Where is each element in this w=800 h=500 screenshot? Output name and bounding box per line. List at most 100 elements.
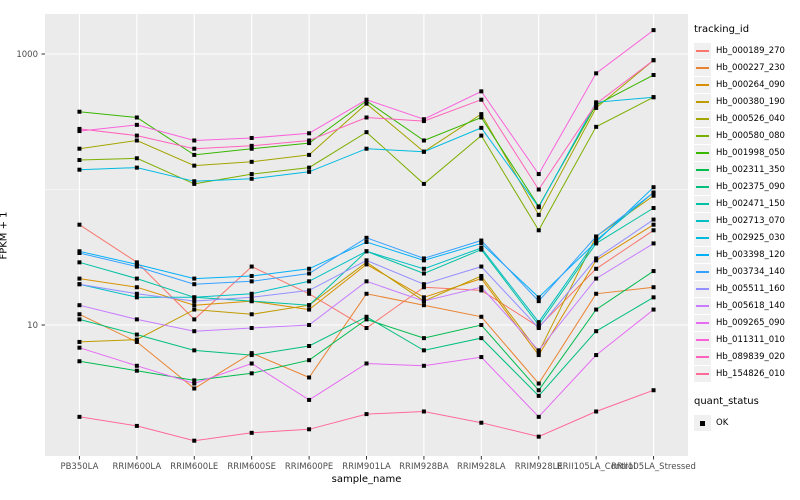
legend-entry-label: Hb_000380_190 <box>716 96 785 107</box>
legend-key <box>694 280 711 297</box>
data-point <box>536 381 541 386</box>
data-point <box>594 353 599 358</box>
legend-entry-label: Hb_002375_090 <box>716 181 785 192</box>
data-point <box>134 115 139 120</box>
data-point <box>192 329 197 334</box>
legend-key <box>694 263 711 280</box>
data-point <box>77 167 82 172</box>
legend-entry-label: Hb_089839_020 <box>716 351 785 362</box>
data-point <box>134 337 139 342</box>
data-point <box>364 130 369 135</box>
data-point <box>421 149 426 154</box>
data-point <box>249 295 254 300</box>
data-point <box>134 260 139 265</box>
data-point <box>77 317 82 322</box>
x-axis-title: sample_name <box>331 474 402 485</box>
data-point <box>364 101 369 106</box>
line-swatch-icon <box>696 49 709 52</box>
line-swatch-icon <box>696 372 709 375</box>
data-point <box>307 271 312 276</box>
legend-quant-status: quant_status OK <box>694 396 800 431</box>
data-point <box>594 291 599 296</box>
data-point <box>421 181 426 186</box>
data-point <box>307 307 312 312</box>
data-point <box>134 165 139 170</box>
line-swatch-icon <box>696 236 709 239</box>
data-point <box>249 264 254 269</box>
data-point <box>249 146 254 151</box>
data-point <box>77 312 82 317</box>
data-point <box>307 141 312 146</box>
line-swatch-icon <box>696 151 709 154</box>
data-point <box>249 279 254 284</box>
data-point <box>77 276 82 281</box>
legend-entry-label: Hb_011311_010 <box>716 334 785 345</box>
legend-entry-label: Hb_001998_050 <box>716 147 785 158</box>
data-point <box>651 241 656 246</box>
line-swatch-icon <box>696 355 709 358</box>
line-swatch-icon <box>696 253 709 256</box>
data-point <box>479 323 484 327</box>
line-swatch-icon <box>696 117 709 120</box>
legend-panel: tracking_id Hb_000189_270 Hb_000227_230 Hb… <box>694 24 800 431</box>
data-point <box>594 234 599 239</box>
data-point <box>364 115 369 120</box>
legend-entry-Hb_000264_090: Hb_000264_090 <box>694 76 800 93</box>
data-point <box>134 339 139 344</box>
data-point <box>421 303 426 308</box>
data-point <box>364 239 369 244</box>
data-point <box>249 312 254 317</box>
data-point <box>479 264 484 269</box>
legend-entry-Hb_089839_020: Hb_089839_020 <box>694 348 800 365</box>
data-point <box>421 409 426 414</box>
data-point <box>421 285 426 290</box>
line-swatch-icon <box>696 287 709 290</box>
data-point <box>594 105 599 110</box>
data-point <box>364 258 369 263</box>
data-point <box>77 146 82 151</box>
x-tick-label: RRIM600SE <box>227 462 276 472</box>
legend-key <box>694 229 711 246</box>
data-point <box>421 138 426 143</box>
legend-entry-Hb_002925_030: Hb_002925_030 <box>694 229 800 246</box>
data-point <box>536 414 541 419</box>
data-point <box>249 135 254 140</box>
data-point <box>249 159 254 164</box>
data-point <box>594 266 599 271</box>
data-point <box>364 326 369 331</box>
data-point <box>421 119 426 124</box>
data-point <box>307 291 312 296</box>
data-point <box>134 295 139 300</box>
legend-entry-Hb_002311_350: Hb_002311_350 <box>694 161 800 178</box>
legend-key <box>694 127 711 144</box>
data-point <box>192 276 197 281</box>
legend-entry-Hb_154826_010: Hb_154826_010 <box>694 365 800 382</box>
legend-entry-Hb_003734_140: Hb_003734_140 <box>694 263 800 280</box>
data-point <box>249 172 254 177</box>
line-swatch-icon <box>696 100 709 103</box>
data-point <box>192 295 197 300</box>
data-point <box>249 326 254 331</box>
data-point <box>192 438 197 443</box>
data-point <box>192 282 197 287</box>
data-point <box>479 314 484 319</box>
data-point <box>307 152 312 157</box>
data-point <box>307 266 312 271</box>
data-point <box>307 165 312 170</box>
data-point <box>651 72 656 77</box>
data-point <box>479 125 484 130</box>
data-point <box>192 307 197 312</box>
x-tick-label: RRII105LA_Stressed <box>611 462 696 472</box>
legend-entry-Hb_009265_090: Hb_009265_090 <box>694 314 800 331</box>
legend-entry-label: Hb_003734_140 <box>716 266 785 277</box>
legend-entry-Hb_002471_150: Hb_002471_150 <box>694 195 800 212</box>
data-point <box>594 409 599 414</box>
legend-title-tracking-id: tracking_id <box>694 24 750 35</box>
legend-entry-label: Hb_005511_160 <box>716 283 785 294</box>
data-point <box>134 317 139 322</box>
data-point <box>479 355 484 360</box>
data-point <box>651 295 656 300</box>
data-point <box>134 262 139 267</box>
data-point <box>134 156 139 161</box>
data-point <box>651 388 656 393</box>
